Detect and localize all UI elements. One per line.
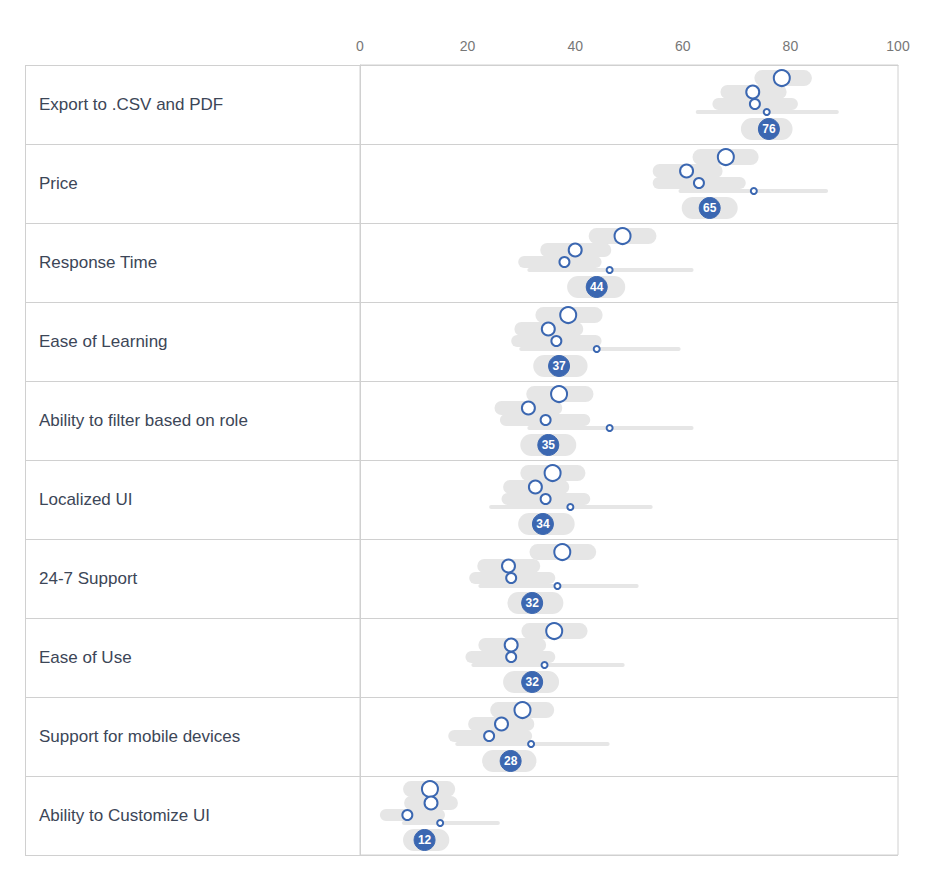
svg-text:Ease of Learning: Ease of Learning bbox=[39, 332, 168, 351]
svg-text:Ability to Customize UI: Ability to Customize UI bbox=[39, 806, 210, 825]
svg-text:28: 28 bbox=[504, 754, 518, 768]
svg-text:Ease of Use: Ease of Use bbox=[39, 648, 132, 667]
svg-text:Response Time: Response Time bbox=[39, 253, 157, 272]
svg-text:80: 80 bbox=[783, 38, 799, 54]
svg-text:32: 32 bbox=[525, 596, 539, 610]
svg-text:40: 40 bbox=[567, 38, 583, 54]
svg-text:20: 20 bbox=[460, 38, 476, 54]
svg-text:100: 100 bbox=[886, 38, 910, 54]
svg-text:24-7 Support: 24-7 Support bbox=[39, 569, 138, 588]
svg-text:60: 60 bbox=[675, 38, 691, 54]
svg-text:32: 32 bbox=[525, 675, 539, 689]
svg-text:Ability to filter based on rol: Ability to filter based on role bbox=[39, 411, 248, 430]
svg-text:35: 35 bbox=[542, 438, 556, 452]
svg-text:Price: Price bbox=[39, 174, 78, 193]
svg-text:34: 34 bbox=[536, 517, 550, 531]
svg-text:44: 44 bbox=[590, 280, 604, 294]
svg-text:Localized UI: Localized UI bbox=[39, 490, 133, 509]
svg-text:12: 12 bbox=[418, 833, 432, 847]
svg-text:Support for mobile devices: Support for mobile devices bbox=[39, 727, 240, 746]
svg-text:Export to .CSV and PDF: Export to .CSV and PDF bbox=[39, 95, 223, 114]
svg-text:0: 0 bbox=[356, 38, 364, 54]
svg-text:65: 65 bbox=[703, 201, 717, 215]
svg-text:76: 76 bbox=[762, 122, 776, 136]
svg-text:37: 37 bbox=[552, 359, 566, 373]
